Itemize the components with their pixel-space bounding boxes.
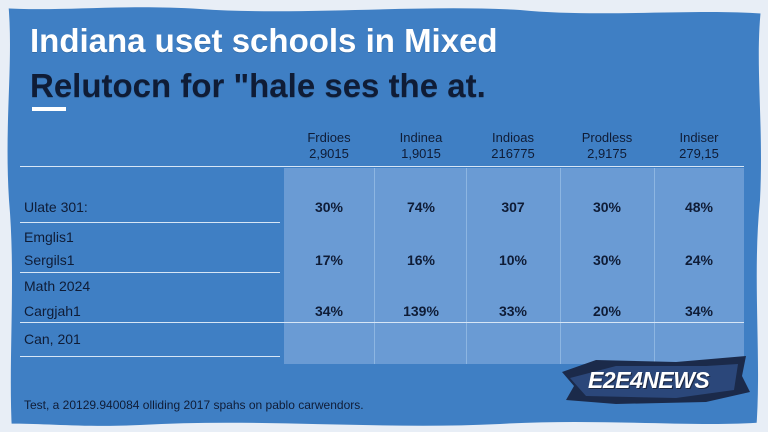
column-header-sub: 216775 — [491, 146, 535, 161]
row-label: Math 2024 — [24, 278, 91, 294]
column-header-name: Frdioes — [307, 130, 351, 145]
table-cell: 30% — [592, 252, 622, 268]
table-cell: 16% — [406, 252, 436, 268]
row-divider — [20, 322, 744, 323]
column-header-sub: 279,15 — [679, 146, 719, 161]
column-header: Frdioes 2,9015 — [284, 130, 374, 162]
column-header: Indiser 279,15 — [654, 130, 744, 162]
row-divider — [20, 356, 280, 357]
logo-brush-backdrop — [562, 356, 750, 404]
title-underline — [32, 107, 66, 111]
table-cell: 30% — [314, 199, 344, 215]
row-label: Can, 201 — [24, 331, 81, 347]
page-title: Indiana uset schools in Mixed Relutocn f… — [30, 18, 750, 108]
column-header-name: Indinea — [399, 130, 443, 145]
column-header-name: Indioas — [492, 130, 534, 145]
column-header-sub: 1,9015 — [401, 146, 441, 161]
table-cell: 33% — [498, 303, 528, 319]
column-header-sub: 2,9175 — [587, 146, 627, 161]
table-cell: 20% — [592, 303, 622, 319]
title-line-2: Relutocn for "hale ses the at. — [30, 67, 486, 104]
row-label: Emglis1 — [24, 229, 74, 245]
row-divider — [20, 272, 280, 273]
row-divider — [20, 166, 744, 167]
column-header-name: Indiser — [679, 130, 719, 145]
table-cell: 48% — [684, 199, 714, 215]
column-header-sub: 2,9015 — [309, 146, 349, 161]
table-cell: 307 — [501, 199, 525, 215]
footer-note: Test, a 20129.940084 olliding 2017 spahs… — [24, 398, 364, 412]
column-header: Indioas 216775 — [468, 130, 558, 162]
news-logo: E2E4NEWS — [588, 367, 710, 393]
column-header: Indinea 1,9015 — [376, 130, 466, 162]
table-cell: 34% — [314, 303, 344, 319]
table-cell: 139% — [403, 303, 439, 319]
title-line-1: Indiana uset schools in Mixed — [30, 22, 498, 59]
column-separator — [374, 168, 375, 364]
row-label: Ulate 301: — [24, 199, 88, 215]
table-cell: 10% — [498, 252, 528, 268]
table-cell: 74% — [406, 199, 436, 215]
table-cell: 34% — [684, 303, 714, 319]
table-cell: 17% — [314, 252, 344, 268]
table-cell: 24% — [684, 252, 714, 268]
column-header: Prodless 2,9175 — [562, 130, 652, 162]
table-cell: 30% — [592, 199, 622, 215]
row-label: Cargjah1 — [24, 303, 81, 319]
row-divider — [20, 222, 280, 223]
column-separator — [560, 168, 561, 364]
table-panel — [284, 168, 744, 364]
row-label: Sergils1 — [24, 252, 75, 268]
column-header-name: Prodless — [581, 130, 633, 145]
column-separator — [466, 168, 467, 364]
column-separator — [654, 168, 655, 364]
